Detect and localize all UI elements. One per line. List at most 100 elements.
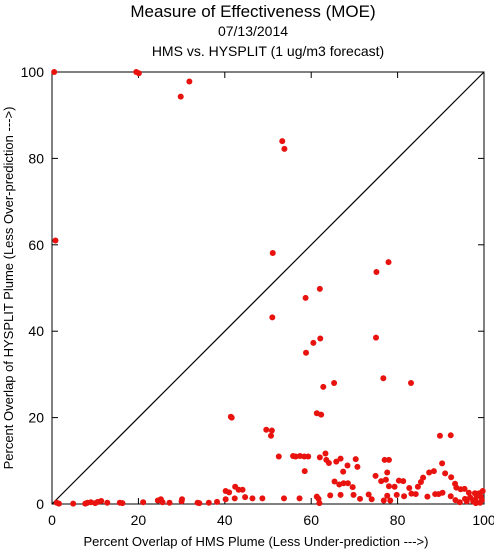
x-tick-label: 0 [48, 512, 56, 528]
data-point [439, 460, 446, 467]
data-point [395, 477, 402, 484]
data-point [384, 469, 391, 476]
data-point [140, 499, 147, 506]
data-point [259, 495, 266, 502]
data-point [372, 472, 379, 479]
data-point [349, 484, 356, 491]
data-point [406, 485, 413, 492]
data-point [302, 294, 309, 301]
data-point [382, 476, 389, 483]
data-point [226, 489, 233, 496]
data-point [461, 485, 468, 492]
data-point [316, 285, 323, 292]
chart-title: Measure of Effectiveness (MOE) [130, 2, 375, 21]
chart-comparison-subtitle: HMS vs. HYSPLIT (1 ug/m3 forecast) [152, 43, 384, 59]
data-point [447, 493, 454, 500]
data-point [393, 491, 400, 498]
data-point [400, 478, 407, 485]
data-point [116, 499, 123, 506]
data-point [412, 491, 419, 498]
data-point [166, 499, 173, 506]
data-point [344, 462, 351, 469]
data-point [222, 496, 229, 503]
y-tick-label: 100 [21, 64, 45, 80]
data-point [391, 483, 398, 490]
one-to-one-diagonal-line [51, 71, 485, 505]
data-point [331, 380, 338, 387]
data-point [430, 468, 437, 475]
data-point [305, 453, 312, 460]
data-point [414, 483, 421, 490]
data-point [463, 498, 470, 505]
data-point [407, 380, 414, 387]
data-point [177, 93, 184, 100]
x-tick-label: 60 [303, 512, 319, 528]
y-tick-label: 40 [28, 323, 44, 339]
data-point [269, 314, 276, 321]
data-point [249, 495, 256, 502]
data-point [186, 78, 193, 85]
data-point [352, 456, 359, 463]
data-point [436, 432, 443, 439]
data-point [373, 334, 379, 341]
data-point [70, 500, 77, 507]
y-axis-label: Percent Overlap of HYSPLIT Plume (Less O… [1, 107, 16, 470]
data-point [296, 495, 303, 502]
data-point [296, 453, 303, 460]
data-point [196, 500, 203, 507]
data-point [442, 470, 449, 477]
data-point [439, 489, 446, 496]
data-point [344, 480, 351, 487]
data-point [477, 499, 484, 506]
data-point [337, 455, 344, 462]
x-axis-label: Percent Overlap of HMS Plume (Less Under… [84, 534, 429, 549]
data-point [322, 450, 329, 457]
data-point [316, 454, 323, 461]
data-point [424, 493, 431, 500]
data-point [51, 69, 58, 75]
data-point [301, 468, 308, 475]
data-point [320, 383, 327, 390]
data-point [268, 427, 275, 434]
y-tick-label: 60 [28, 237, 44, 253]
data-point [380, 375, 387, 382]
x-tick-label: 100 [472, 512, 494, 528]
data-point [263, 426, 270, 433]
data-point [269, 250, 276, 257]
data-point [368, 496, 375, 503]
data-point [214, 498, 221, 505]
data-point [373, 269, 380, 276]
data-point [387, 497, 394, 504]
data-point [232, 483, 239, 490]
data-point [317, 335, 324, 342]
chart-date: 07/13/2014 [218, 23, 288, 39]
data-point [447, 432, 454, 439]
data-point [239, 486, 246, 493]
data-point [178, 498, 185, 505]
data-point [417, 478, 424, 485]
x-tick-label: 80 [390, 512, 406, 528]
x-axis-ticks: 0 20 40 60 80 100 [48, 72, 494, 528]
data-point [280, 495, 287, 502]
y-tick-label: 0 [36, 496, 44, 512]
data-point [82, 500, 89, 507]
data-point [331, 478, 338, 485]
data-point [448, 474, 455, 481]
data-point [205, 499, 212, 506]
data-point [472, 500, 479, 507]
data-point [52, 237, 59, 244]
plot-area-frame [51, 71, 485, 505]
data-point [281, 145, 288, 152]
data-point [310, 339, 317, 346]
data-point [465, 489, 472, 496]
data-point [135, 70, 142, 77]
data-point [384, 492, 391, 499]
data-point [333, 458, 340, 465]
data-point [385, 456, 392, 463]
y-tick-label: 20 [28, 410, 44, 426]
data-point [385, 259, 392, 266]
data-point [378, 478, 385, 485]
data-point [318, 411, 325, 418]
data-point [381, 456, 388, 463]
data-point [401, 493, 408, 500]
